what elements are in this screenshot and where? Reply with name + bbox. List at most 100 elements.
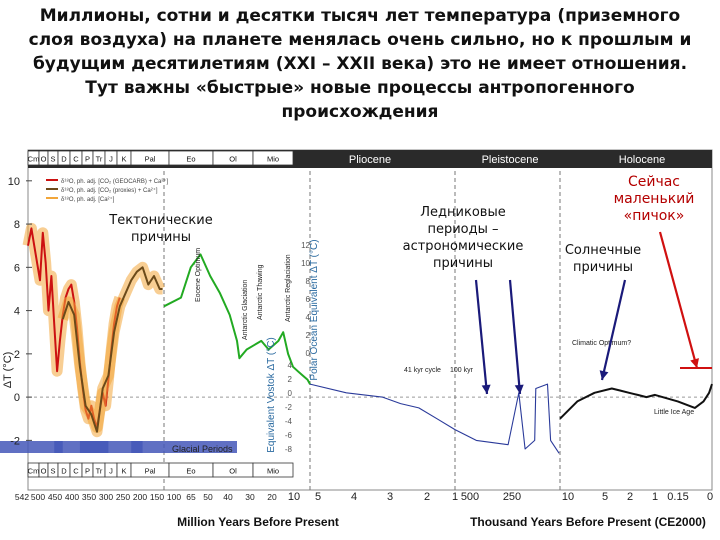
- x-tick-label: 5: [315, 491, 321, 503]
- legend-label: δ¹⁸O, ph. adj. [CO₂ (proxies) + Ca²⁺]: [61, 187, 158, 194]
- pointer-arrowhead: [690, 358, 699, 368]
- label-little-ice-age: Little Ice Age: [654, 409, 694, 416]
- secondary-tick-label: -2: [285, 403, 293, 412]
- period-label: Pal: [145, 155, 156, 164]
- period-box: [252, 150, 294, 166]
- x-tick-label: 10: [288, 491, 300, 503]
- annotation-line: астрономические: [402, 239, 524, 254]
- title-line: слоя воздуха) на планете менялась очень …: [28, 30, 692, 50]
- x-axis-label-thousand: Thousand Years Before Present (CE2000): [470, 515, 706, 529]
- secondary-tick-label: 2: [288, 375, 293, 384]
- pointer-arrow: [508, 279, 522, 395]
- title-line: происхождения: [281, 102, 439, 122]
- period-label: S: [50, 155, 55, 164]
- pointer-arrow: [600, 279, 627, 381]
- label-antarctic-reglaciation: Antarctic Reglaciation: [285, 254, 292, 322]
- x-tick-label: 250: [116, 492, 130, 502]
- label-eocene-optimum: Eocene Optimum: [195, 248, 202, 302]
- annotation-tectonic: Тектонические причины: [96, 212, 226, 246]
- annotation-peak: Сейчас маленький «пичок»: [594, 174, 714, 225]
- epoch-label: Pliocene: [349, 154, 391, 166]
- x-axis-label-million: Million Years Before Present: [177, 515, 339, 529]
- title-line: будущим десятилетиям (XXI – XXII века) э…: [32, 54, 688, 74]
- x-tick-label: 5: [602, 491, 608, 503]
- x-tick-label: 0.15: [667, 491, 688, 503]
- x-tick-label: 400: [65, 492, 79, 502]
- label-antarctic-thawing: Antarctic Thawing: [257, 264, 264, 320]
- x-tick-label: 500: [31, 492, 45, 502]
- annotation-line: Ледниковые: [420, 205, 506, 220]
- glacial-period-bar: [0, 441, 237, 453]
- period-label: O: [41, 467, 47, 476]
- legend-label: δ¹⁸O, ph. adj. [CO₂ (GEOCARB) + Ca²⁺]: [61, 178, 169, 185]
- x-tick-label: 450: [48, 492, 62, 502]
- annotation-line: Солнечные: [564, 243, 642, 258]
- label-glacial-periods: Glacial Periods: [172, 444, 233, 454]
- label-41kyr: 41 kyr cycle: [404, 367, 441, 374]
- epoch-label: Pleistocene: [482, 154, 539, 166]
- secondary-tick-label: -4: [285, 417, 293, 426]
- period-label: S: [50, 467, 55, 476]
- x-tick-label: 3: [387, 491, 393, 503]
- x-tick-label: 2: [627, 491, 633, 503]
- annotation-line: причины: [432, 256, 494, 271]
- annotation-line: «пичок»: [623, 208, 685, 224]
- annotation-line: причины: [572, 260, 634, 275]
- x-tick-label: 10: [562, 491, 574, 503]
- y-tick-label: -2: [10, 435, 20, 447]
- epoch-label: Holocene: [619, 154, 665, 166]
- period-label: Eo: [186, 467, 195, 476]
- secondary-tick-label: 0: [288, 389, 293, 398]
- title-line: Тут важны «быстрые» новые процессы антро…: [85, 78, 635, 98]
- annotation-line: причины: [130, 230, 192, 245]
- secondary-tick-label: 4: [306, 313, 311, 322]
- period-label: Pal: [145, 467, 156, 476]
- annotation-line: периоды –: [427, 222, 499, 237]
- y-tick-label: 0: [14, 392, 20, 404]
- period-label: Tr: [96, 467, 103, 476]
- secondary-axis-label-vostok: Equivalent Vostok ΔT (°C): [266, 337, 277, 453]
- chart-legend: δ¹⁸O, ph. adj. [CO₂ (GEOCARB) + Ca²⁺] δ¹⁸…: [46, 178, 169, 203]
- x-tick-label: 2: [424, 491, 430, 503]
- annotation-solar: Солнечные причины: [548, 242, 658, 276]
- period-label: Mio: [267, 467, 279, 476]
- series-line: [163, 253, 311, 385]
- x-tick-label: 200: [133, 492, 147, 502]
- period-box: [252, 462, 294, 478]
- period-label: Mio: [267, 155, 279, 164]
- annotation-glacial: Ледниковые периоды – астрономические при…: [392, 204, 534, 272]
- x-tick-label: 300: [99, 492, 113, 502]
- period-label: C: [73, 467, 79, 476]
- secondary-axis-label-polar: Polar Ocean Equivalent ΔT (°C): [309, 239, 320, 380]
- period-label: J: [109, 155, 113, 164]
- series-line: [61, 266, 163, 433]
- annotation-line: маленький: [613, 191, 695, 207]
- secondary-tick-label: -6: [285, 431, 293, 440]
- pointer-arrow: [658, 231, 699, 369]
- period-label: Ol: [229, 155, 237, 164]
- x-tick-label: 40: [223, 492, 233, 502]
- x-tick-label: 100: [167, 492, 181, 502]
- secondary-tick-label: 12: [301, 241, 310, 250]
- period-label: O: [41, 155, 47, 164]
- secondary-tick-label: 8: [306, 277, 311, 286]
- x-tick-label: 150: [150, 492, 164, 502]
- title-line: Миллионы, сотни и десятки тысяч лет темп…: [39, 6, 681, 26]
- period-label: Eo: [186, 155, 195, 164]
- x-tick-label: 0: [707, 491, 713, 503]
- pointer-arrowhead: [514, 384, 524, 394]
- x-tick-label: 500: [461, 491, 479, 503]
- label-100kyr: 100 kyr: [450, 367, 474, 374]
- x-tick-label: 30: [245, 492, 255, 502]
- x-tick-label: 50: [203, 492, 213, 502]
- secondary-tick-label: -8: [285, 445, 293, 454]
- x-tick-label: 1: [652, 491, 658, 503]
- annotation-line: Сейчас: [627, 174, 681, 190]
- period-label: D: [61, 155, 67, 164]
- pointer-arrowhead: [599, 370, 609, 380]
- secondary-tick-label: 0: [306, 349, 311, 358]
- period-label: Tr: [96, 155, 103, 164]
- secondary-tick-label: 2: [306, 331, 311, 340]
- secondary-tick-label: 6: [306, 295, 311, 304]
